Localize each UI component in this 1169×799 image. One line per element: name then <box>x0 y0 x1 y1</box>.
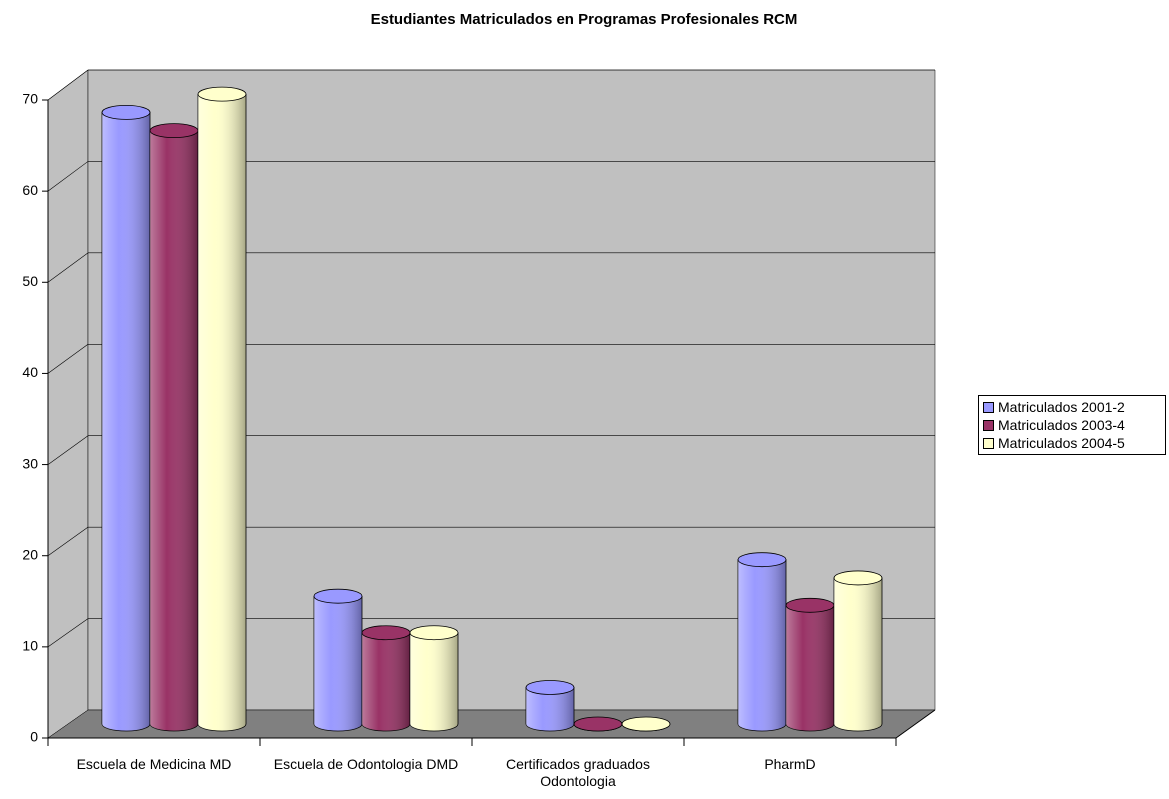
x-tick-label: PharmD <box>764 756 816 772</box>
y-tick-label: 40 <box>22 364 38 380</box>
y-tick-label: 20 <box>22 546 38 562</box>
y-tick-label: 0 <box>30 729 38 745</box>
grid-line-side <box>47 526 89 556</box>
legend: Matriculados 2001-2 Matriculados 2003-4 Ma… <box>978 395 1166 455</box>
bar-shade <box>786 605 834 731</box>
bar-shade <box>314 596 362 731</box>
bar-shade <box>102 112 150 731</box>
grid-line-side <box>47 252 89 283</box>
bar-shade <box>738 559 786 731</box>
y-tick-label: 10 <box>22 638 38 654</box>
y-tick-label: 30 <box>22 455 38 471</box>
bar-top <box>621 716 671 732</box>
legend-item: Matriculados 2004-5 <box>979 434 1165 452</box>
bar-top <box>525 680 575 695</box>
bar-top <box>737 552 787 568</box>
grid-line-side <box>47 435 89 465</box>
bar-top <box>197 86 247 102</box>
legend-label: Matriculados 2004-5 <box>998 435 1125 451</box>
bars <box>101 86 883 732</box>
legend-label: Matriculados 2003-4 <box>998 417 1125 433</box>
bar-shade <box>526 687 574 731</box>
grid-line-side <box>47 161 89 192</box>
bar-shade <box>410 632 458 731</box>
y-tick-label: 70 <box>22 91 38 107</box>
x-tick-label: Escuela de Odontologia DMD <box>273 756 459 772</box>
bar-shade <box>198 94 246 732</box>
bar-top <box>313 588 363 604</box>
chart-title: Estudiantes Matriculados en Programas Pr… <box>371 11 798 28</box>
y-tick-label: 50 <box>22 273 38 289</box>
y-tick-label: 60 <box>22 182 38 198</box>
x-tick-label: Certificados graduados Odontologia <box>506 756 650 789</box>
bar-top <box>149 123 199 139</box>
grid-line-side <box>47 618 89 648</box>
bar-top <box>409 625 459 641</box>
bar-shade <box>834 577 882 731</box>
legend-item: Matriculados 2003-4 <box>979 416 1165 434</box>
bar-shade <box>362 632 410 731</box>
legend-item: Matriculados 2001-2 <box>979 398 1165 416</box>
x-tick-label: Escuela de Medicina MD <box>76 756 232 772</box>
legend-swatch <box>983 419 994 431</box>
bar-top <box>361 625 411 641</box>
bar-top <box>573 716 623 732</box>
side-wall <box>47 69 89 739</box>
grid-line-side <box>47 69 89 101</box>
bar-top <box>101 104 151 120</box>
floor-edge <box>895 709 936 739</box>
bar-top <box>833 570 883 586</box>
legend-swatch <box>983 401 994 413</box>
bar-top <box>785 597 835 613</box>
grid-line-side <box>47 344 89 374</box>
legend-label: Matriculados 2001-2 <box>998 399 1125 415</box>
bar-shade <box>150 130 198 732</box>
legend-swatch <box>983 437 994 449</box>
